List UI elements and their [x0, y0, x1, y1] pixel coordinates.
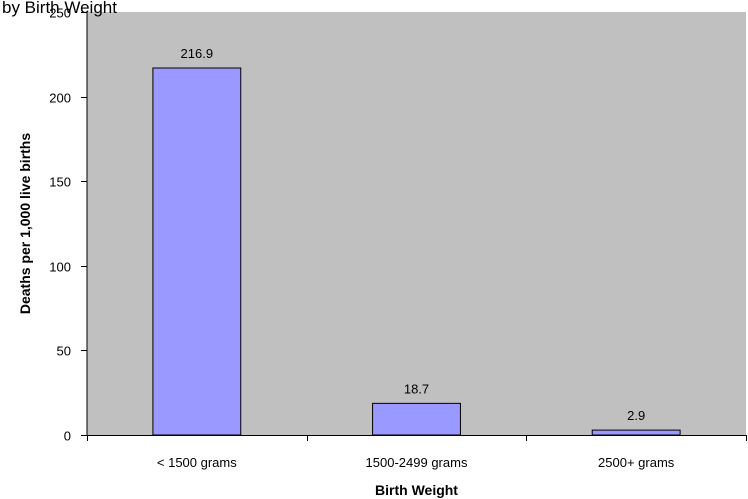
bars	[152, 67, 681, 436]
x-axis: < 1500 grams 1500-2499 grams 2500+ grams	[87, 435, 747, 470]
data-label: 2.9	[627, 408, 645, 423]
y-axis-title: Deaths per 1,000 live births	[17, 133, 33, 315]
y-tick-label: 150	[49, 175, 71, 190]
data-label: 18.7	[404, 381, 429, 396]
bar	[372, 402, 461, 436]
bar	[591, 429, 681, 436]
y-tick-label: 0	[64, 429, 71, 444]
bar	[152, 67, 242, 436]
y-tick-label: 250	[49, 6, 71, 21]
y-axis: 0 50 100 150 200 250	[49, 6, 88, 444]
data-labels: 216.9 18.7 2.9	[181, 46, 646, 423]
x-tick-label: 1500-2499 grams	[366, 455, 468, 470]
chart-title: by Birth Weight	[2, 0, 117, 17]
x-tick-label: 2500+ grams	[598, 455, 675, 470]
y-tick-label: 100	[49, 260, 71, 275]
y-tick-label: 200	[49, 91, 71, 106]
y-tick-label: 50	[57, 344, 71, 359]
x-tick-label: < 1500 grams	[157, 455, 237, 470]
x-axis-title: Birth Weight	[375, 482, 458, 498]
data-label: 216.9	[181, 46, 214, 61]
